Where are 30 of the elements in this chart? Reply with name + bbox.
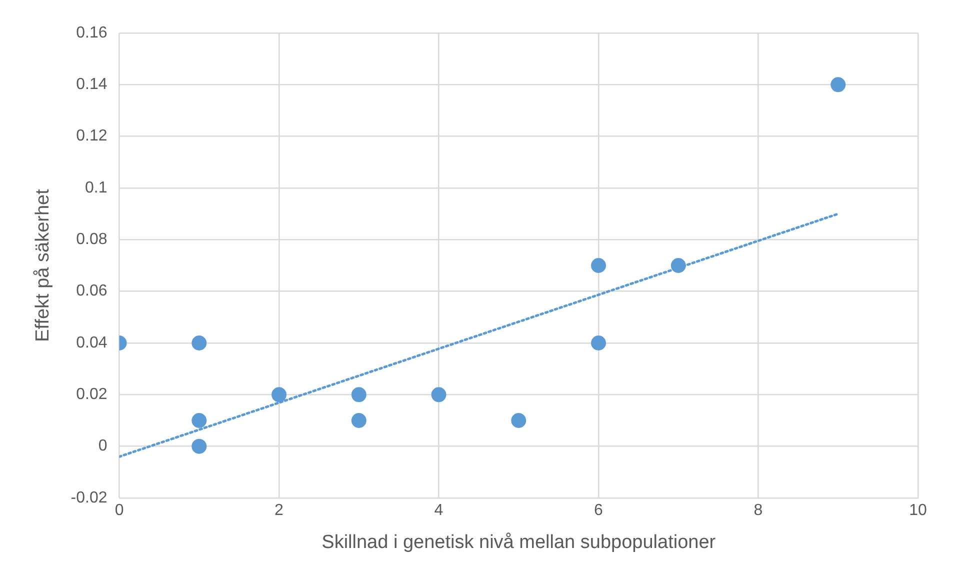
point [591, 258, 606, 273]
x-tick-label: 2 [274, 502, 284, 520]
y-tick-label: 0.16 [76, 24, 108, 42]
point [272, 387, 287, 402]
point [192, 336, 207, 350]
y-axis-title: Effekt på säkerhet [32, 188, 54, 342]
y-tick-label: 0.02 [76, 386, 108, 404]
point [511, 413, 526, 428]
point [351, 413, 366, 428]
y-tick-label: -0.02 [70, 489, 108, 506]
x-axis-title: Skillnad i genetisk nivå mellan subpopulationer [322, 532, 716, 553]
x-tick-label: 8 [754, 502, 763, 520]
point [591, 336, 606, 350]
point [192, 413, 207, 428]
point [670, 258, 686, 273]
point [830, 77, 846, 92]
y-tick-label: 0.14 [76, 76, 108, 94]
x-tick-label: 6 [594, 502, 604, 520]
y-tick-label: 0.04 [76, 334, 108, 352]
y-tick-label: 0.12 [76, 128, 108, 145]
y-tick-label: 0.08 [76, 231, 108, 248]
point [351, 387, 366, 402]
y-tick-label: 0 [98, 438, 108, 455]
x-tick-label: 0 [114, 502, 124, 520]
x-tick-label: 4 [434, 502, 444, 520]
y-tick-label: 0.1 [85, 179, 108, 196]
x-tick-label: 10 [909, 502, 927, 520]
point [192, 438, 207, 454]
y-tick-label: 0.06 [76, 282, 108, 300]
point [431, 387, 446, 402]
